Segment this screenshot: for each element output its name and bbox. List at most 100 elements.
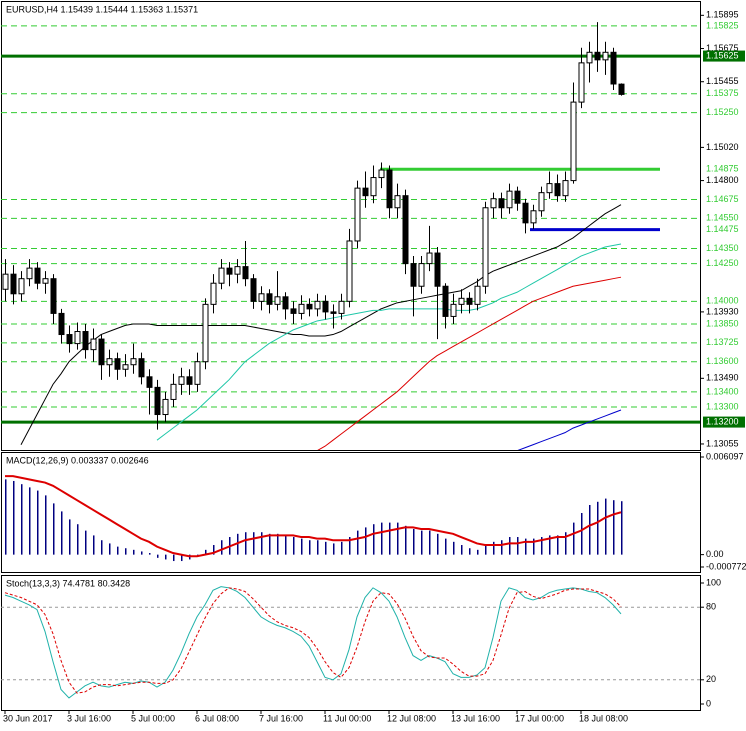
candle-body [354,187,361,242]
level-label-bg [703,386,745,398]
macd-bar [453,541,455,555]
level-label: 1.13600 [706,356,739,366]
candle-body [466,297,473,305]
level-label: 1.14250 [706,258,739,268]
macd-bar [5,479,7,555]
level-label-bg [703,20,745,32]
x-tick-label: 17 Jul 00:00 [515,713,564,723]
macd-bar [277,533,279,555]
candle-body [114,358,121,370]
level-label: 1.13400 [706,386,739,396]
y-tick-label: 0.006097 [706,451,744,461]
macd-bar [237,533,239,555]
macd-bar [309,540,311,555]
candle-body [266,293,273,305]
y-tick-label: 1.15020 [706,142,739,152]
candle-body [402,195,409,265]
macd-plot [5,475,623,562]
y-tick-label: 20 [706,674,716,684]
candle-body [450,303,457,317]
macd-bar [157,554,159,558]
macd-bar [221,540,223,555]
y-tick-label: 1.15455 [706,76,739,86]
moving-average [156,243,622,441]
candle-body [290,308,297,314]
moving-average [20,204,622,445]
macd-bar [341,541,343,555]
level-label: 1.14475 [706,224,739,234]
candle-body [490,198,497,209]
macd-bar [437,533,439,555]
candle-body [58,312,65,336]
macd-bar [365,527,367,555]
candle-body [66,334,73,345]
macd-panel [1,452,701,573]
candle-body [82,331,89,351]
x-tick-label: 13 Jul 16:00 [451,713,500,723]
candle-body [554,183,561,197]
level-label-bg [703,107,745,119]
macd-bar [413,529,415,555]
macd-bar [429,530,431,555]
candle-body [250,278,257,302]
level-label-bg [703,337,745,349]
candle-body [258,293,265,302]
level-label: 1.14550 [706,213,739,223]
candle-body [2,273,9,290]
candle-body [370,177,377,197]
level-label-bg [703,88,745,100]
candle-body [530,210,537,224]
level-label-bg [703,50,745,62]
candle-body [218,267,225,284]
macd-bar [61,511,63,555]
candle-body [298,303,305,314]
macd-bar [509,537,511,555]
macd-bar [109,543,111,555]
candle-body [42,278,49,284]
candle-body [610,51,617,85]
macd-bar [29,487,31,555]
level-label-bg [703,416,745,428]
y-tick-label: -0.000772 [706,561,746,571]
candle-body [426,252,433,265]
macd-bar [173,554,175,562]
candle-body [138,358,145,378]
title-bg [4,455,154,466]
candle-body [362,187,369,197]
level-label-bg [703,258,745,270]
macd-bar [357,530,359,555]
y-tick-label: 1.15895 [706,10,739,20]
stoch-line [4,586,622,699]
macd-bar [541,537,543,555]
candle-body [282,296,289,310]
y-tick-label: 100 [706,577,721,587]
level-label: 1.15250 [706,107,739,117]
macd-bar [605,498,607,555]
level-label-bg [703,212,745,224]
macd-bar [37,490,39,555]
macd-bar [389,522,391,555]
level-label-bg [703,295,745,307]
candle-body [442,285,449,317]
level-label: 1.13725 [706,337,739,347]
macd-bar [181,554,183,562]
macd-bar [125,548,127,555]
candle-body [594,51,601,61]
candle-body [234,266,241,275]
candle-body [338,300,345,314]
candle-body [514,190,521,204]
macd-bar [461,545,463,555]
candle-body [578,62,585,103]
macd-bar [253,532,255,555]
x-tick-label: 30 Jun 2017 [3,713,53,723]
main-plot [1,22,700,450]
macd-bar [581,513,583,555]
y-tick-label: 1.13930 [706,306,739,316]
x-tick-label: 12 Jul 08:00 [387,713,436,723]
candle-body [506,190,513,209]
candle-body [26,267,33,280]
candle-body [498,198,505,209]
macd-bar [285,535,287,555]
candle-body [386,169,393,209]
macd-bar [501,540,503,555]
